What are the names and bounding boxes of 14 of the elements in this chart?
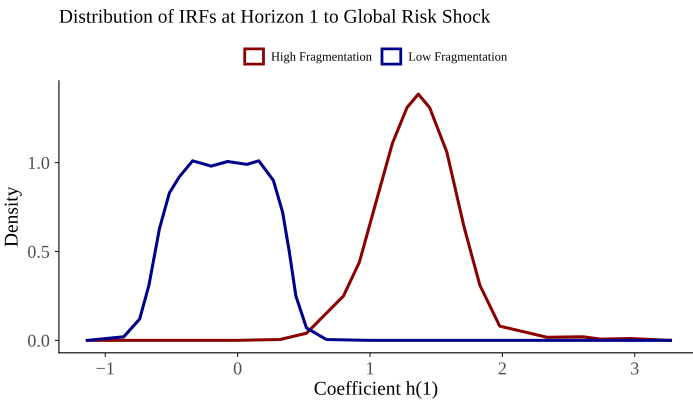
y-tick-label: 1.0 [28,156,50,170]
x-tick-label: 0 [234,362,242,375]
chart-title: Distribution of IRFs at Horizon 1 to Global Risk Shock [59,8,490,23]
x-tick-label: 3 [631,362,639,375]
x-tick-label: 1 [367,362,374,374]
legend-label: High Fragmentation [271,52,372,64]
x-axis-title: Coefficient h(1) [314,380,438,399]
y-axis-title: Density [4,186,22,246]
line-series [86,159,672,342]
legend-label: Low Fragmentation [408,52,507,64]
y-tick-label: 0.5 [28,246,50,258]
y-tick-label: 0.0 [28,334,50,347]
x-tick-label: 2 [498,362,506,374]
x-tick-label: −1 [96,362,114,374]
